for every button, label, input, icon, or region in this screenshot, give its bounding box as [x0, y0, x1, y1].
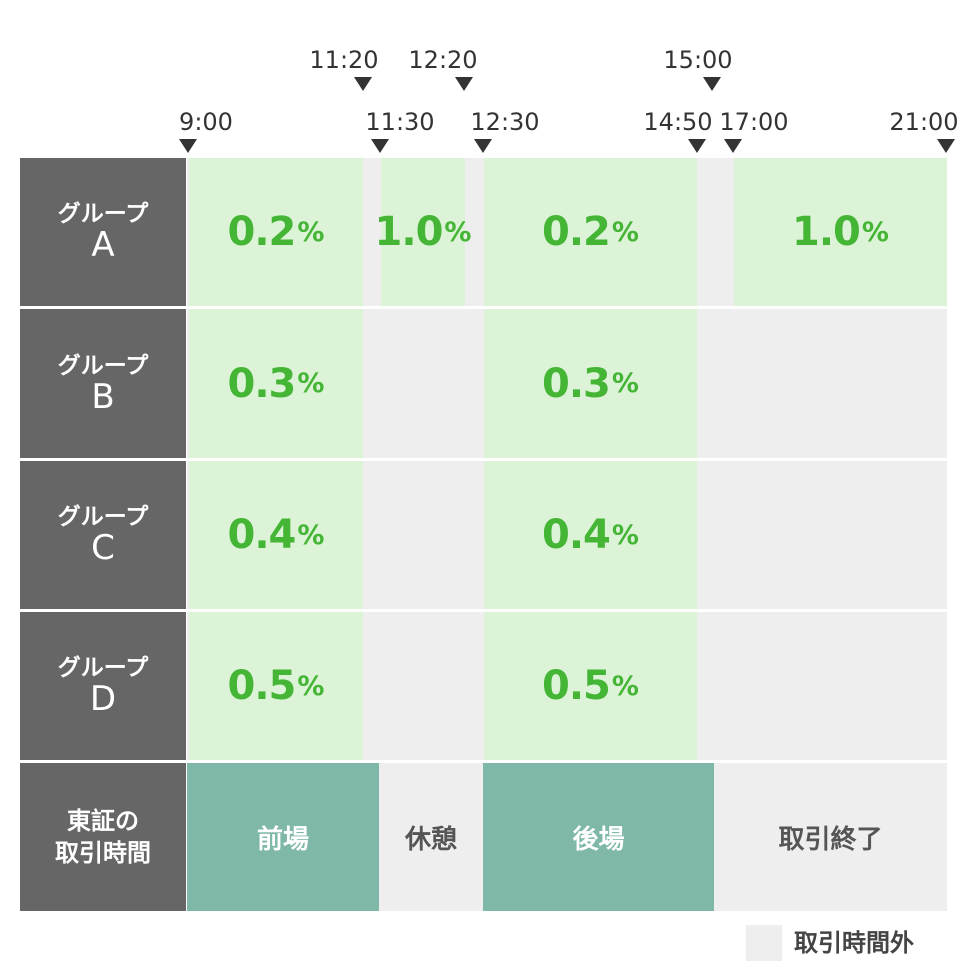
- rate-value: 0.4: [227, 512, 297, 558]
- group-letter: C: [91, 528, 115, 568]
- marker-1230-icon: [474, 139, 492, 153]
- group-d-header: グループ D: [20, 612, 186, 760]
- time-label-2100: 21:00: [889, 108, 959, 136]
- tse-header-line2: 取引時間: [55, 839, 151, 867]
- group-c-header: グループ C: [20, 461, 186, 609]
- group-letter: D: [89, 679, 117, 719]
- group-letter: B: [91, 376, 115, 417]
- time-label-900: 9:00: [179, 108, 233, 136]
- session-break-label: 休憩: [404, 824, 457, 855]
- group-d-rate-afternoon: 0.5%: [484, 612, 697, 760]
- group-d-rate-morning: 0.5%: [189, 612, 363, 760]
- percent-sign: %: [297, 216, 325, 248]
- legend-label: 取引時間外: [794, 929, 914, 957]
- time-label-1500: 15:00: [663, 46, 733, 74]
- tse-header-line1: 東証の: [67, 807, 139, 835]
- time-label-1450: 14:50: [643, 108, 713, 136]
- time-label-1230: 12:30: [470, 108, 540, 136]
- legend-swatch: [746, 925, 782, 961]
- group-c-rate-morning: 0.4%: [189, 461, 363, 609]
- rate-value: 0.5: [542, 663, 611, 709]
- percent-sign: %: [611, 670, 639, 702]
- percent-sign: %: [297, 519, 325, 551]
- marker-2100-icon: [937, 139, 955, 153]
- marker-1700-icon: [724, 139, 742, 153]
- group-a-rate-afternoon: 0.2%: [484, 158, 697, 306]
- group-a-rate-evening: 1.0%: [734, 158, 947, 306]
- session-break: 休憩: [379, 763, 483, 911]
- time-label-1130: 11:30: [365, 108, 435, 136]
- percent-sign: %: [611, 216, 639, 248]
- time-label-1120: 11:20: [309, 46, 379, 74]
- marker-1220-icon: [455, 77, 473, 91]
- rate-value: 0.2: [227, 209, 297, 255]
- rate-value: 1.0: [792, 209, 861, 255]
- rate-value: 1.0: [374, 209, 444, 255]
- group-c-rate-afternoon: 0.4%: [484, 461, 697, 609]
- group-name: グループ: [57, 352, 149, 379]
- percent-sign: %: [611, 368, 639, 399]
- session-closed-label: 取引終了: [778, 824, 883, 855]
- session-morning: 前場: [187, 763, 379, 911]
- rate-value: 0.5: [227, 663, 297, 709]
- rate-value: 0.3: [542, 360, 611, 407]
- group-a-rate-break: 1.0%: [375, 158, 471, 306]
- group-a-header: グループ A: [20, 158, 186, 306]
- percent-sign: %: [297, 368, 325, 399]
- session-closed: 取引終了: [714, 763, 947, 911]
- group-name: グループ: [57, 201, 149, 227]
- marker-1130-icon: [371, 139, 389, 153]
- group-name: グループ: [57, 504, 149, 530]
- group-b-rate-afternoon: 0.3%: [484, 309, 697, 458]
- group-a-rate-morning: 0.2%: [189, 158, 363, 306]
- marker-900-icon: [179, 139, 197, 153]
- tse-hours-header: 東証の 取引時間: [20, 763, 186, 911]
- group-b-rate-morning: 0.3%: [189, 309, 363, 458]
- percent-sign: %: [297, 670, 325, 702]
- marker-1500-icon: [703, 77, 721, 91]
- rate-value: 0.2: [542, 209, 611, 255]
- session-afternoon-label: 後場: [572, 824, 625, 855]
- session-morning-label: 前場: [256, 824, 309, 855]
- marker-1120-icon: [354, 77, 372, 91]
- time-label-1700: 17:00: [719, 108, 789, 136]
- time-label-1220: 12:20: [408, 46, 478, 74]
- group-name: グループ: [57, 655, 149, 681]
- group-b-header: グループ B: [20, 309, 186, 458]
- session-afternoon: 後場: [483, 763, 714, 911]
- percent-sign: %: [861, 216, 889, 248]
- marker-1450-icon: [688, 139, 706, 153]
- group-letter: A: [91, 225, 115, 265]
- percent-sign: %: [611, 519, 639, 551]
- percent-sign: %: [444, 216, 472, 248]
- rate-value: 0.3: [227, 360, 297, 407]
- rate-value: 0.4: [542, 512, 611, 558]
